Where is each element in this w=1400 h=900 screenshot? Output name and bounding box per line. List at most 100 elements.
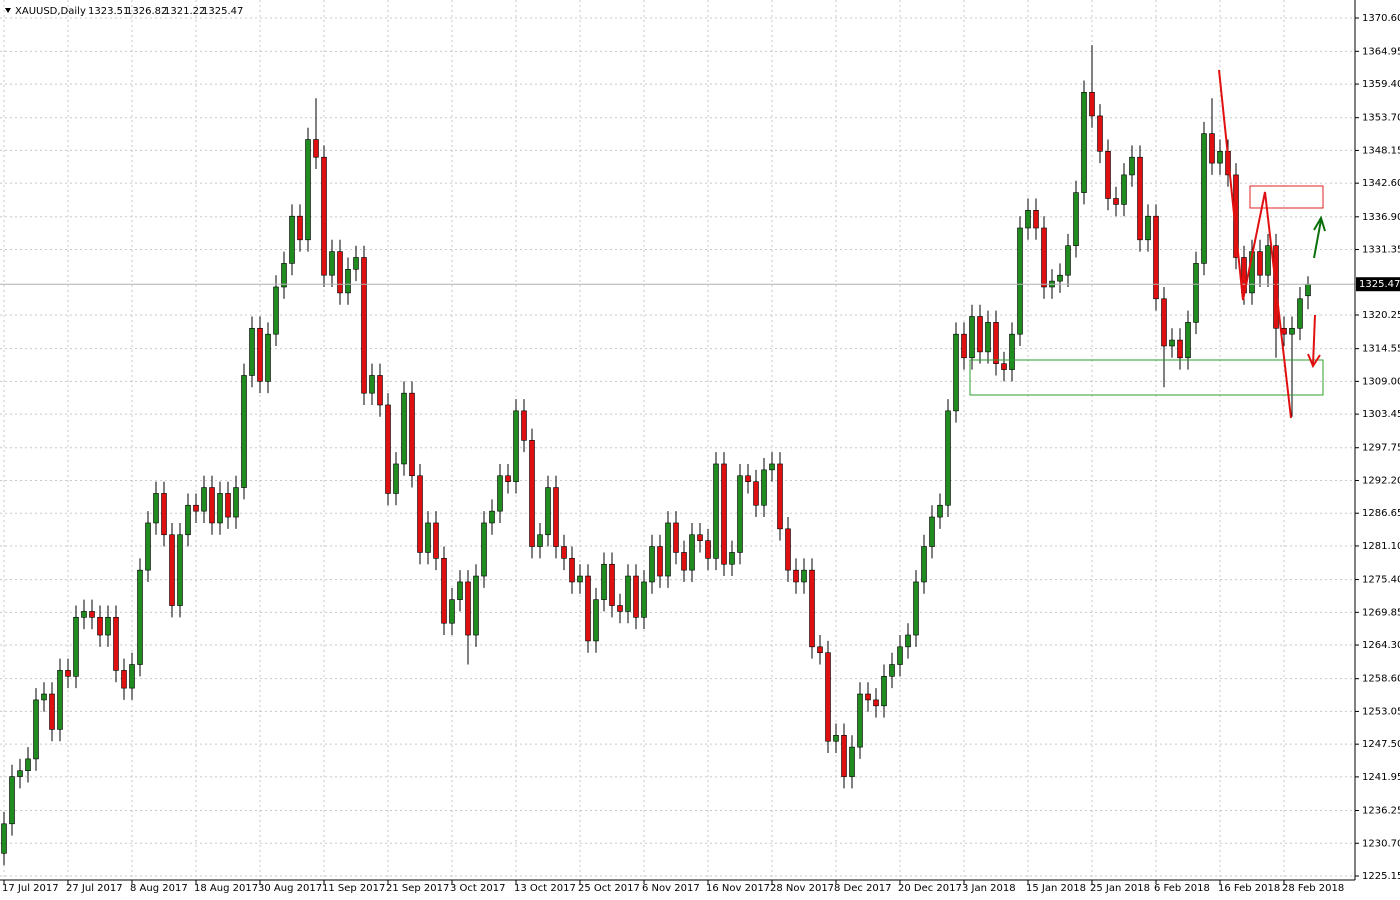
candle-body — [1033, 210, 1039, 229]
candle-body — [569, 558, 575, 583]
candle-body — [977, 316, 983, 353]
candle-body — [401, 392, 407, 465]
candle-body — [593, 599, 599, 642]
candle-body — [1185, 322, 1191, 359]
candle-body — [1041, 227, 1047, 288]
y-tick-label: 1297.75 — [1362, 443, 1400, 454]
candle-body — [337, 251, 343, 294]
candle-body — [1089, 92, 1095, 117]
candle-body — [9, 776, 15, 825]
candle-body — [537, 534, 543, 547]
candle-body — [1097, 115, 1103, 152]
axis-labels: 1370.60 1364.95 1359.40 1353.70 1348.15 1342.… — [2, 13, 1400, 894]
candle-body — [945, 410, 951, 506]
candle-body — [17, 770, 23, 777]
candle-body — [841, 735, 847, 777]
x-tick-label: 13 Oct 2017 — [514, 883, 576, 894]
candle-body — [657, 546, 663, 577]
candle-body — [601, 563, 607, 600]
candle-body — [289, 215, 295, 264]
candle-body — [729, 552, 735, 565]
candle-body — [353, 257, 359, 270]
y-tick-label: 1314.55 — [1362, 344, 1400, 355]
y-tick-label: 1331.35 — [1362, 245, 1400, 256]
candle-body — [1113, 198, 1119, 205]
candle-body — [385, 404, 391, 494]
y-tick-label: 1353.70 — [1362, 113, 1400, 124]
candle-body — [281, 263, 287, 288]
candle-body — [521, 410, 527, 441]
candle-body — [305, 139, 311, 241]
x-tick-label: 27 Jul 2017 — [66, 883, 123, 894]
candle-body — [577, 575, 583, 583]
candle-body — [185, 504, 191, 536]
candle-body — [425, 522, 431, 553]
candle-body — [689, 534, 695, 571]
candle-body — [265, 333, 271, 382]
candle-body — [929, 516, 935, 547]
y-tick-label: 1286.65 — [1362, 508, 1400, 519]
candle-body — [897, 646, 903, 665]
candle-body — [1209, 133, 1215, 164]
candle-body — [1009, 333, 1015, 370]
y-tick-label: 1264.30 — [1362, 640, 1400, 651]
candle-body — [489, 510, 495, 524]
candle-body — [673, 522, 679, 553]
candle-body — [961, 333, 967, 359]
candle-body — [1105, 151, 1111, 199]
x-tick-label: 21 Sep 2017 — [386, 883, 449, 894]
candle-body — [129, 664, 135, 689]
price-tag-label: 1325.47 — [1359, 279, 1400, 290]
candle-body — [777, 463, 783, 530]
y-tick-label: 1342.60 — [1362, 178, 1400, 189]
candle-body — [713, 463, 719, 559]
candle-body — [721, 463, 727, 565]
candle-body — [865, 693, 871, 701]
candle-body — [241, 375, 247, 488]
open: 1323.51 — [88, 6, 129, 17]
candle-body — [529, 440, 535, 547]
candle-body — [793, 569, 799, 583]
y-tick-label: 1370.60 — [1362, 13, 1400, 24]
candle-body — [873, 699, 879, 707]
candle-body — [825, 652, 831, 742]
candle-body — [705, 540, 711, 559]
candle-body — [65, 670, 71, 677]
candle-body — [1137, 156, 1143, 241]
candle-body — [137, 569, 143, 665]
candle-body — [233, 487, 239, 518]
x-tick-label: 16 Nov 2017 — [706, 883, 770, 894]
candle-body — [953, 333, 959, 412]
x-tick-label: 30 Aug 2017 — [258, 883, 322, 894]
x-tick-label: 18 Aug 2017 — [194, 883, 258, 894]
candle-body — [817, 646, 823, 654]
grid — [0, 0, 1355, 880]
y-tick-label: 1336.90 — [1362, 212, 1400, 223]
candle-body — [753, 481, 759, 506]
x-tick-label: 11 Sep 2017 — [322, 883, 385, 894]
candle-body — [849, 746, 855, 777]
candle-body — [249, 327, 255, 376]
price-tag — [1356, 277, 1400, 292]
y-tick-label: 1230.70 — [1362, 838, 1400, 849]
candle-body — [49, 693, 55, 730]
candle-body — [1177, 339, 1183, 359]
candle-body — [1073, 192, 1079, 246]
candle-body — [1057, 274, 1063, 282]
annotations — [969, 69, 1326, 419]
candle-body — [361, 257, 367, 394]
candle-body — [457, 581, 463, 600]
x-tick-label: 6 Nov 2017 — [642, 883, 700, 894]
x-tick-label: 25 Jan 2018 — [1090, 883, 1150, 894]
resistance-zone — [1249, 185, 1324, 209]
y-tick-label: 1247.50 — [1362, 739, 1400, 750]
candle-body — [393, 463, 399, 494]
candle-body — [625, 575, 631, 612]
candle-body — [481, 522, 487, 577]
candle-body — [345, 268, 351, 294]
candle-body — [449, 599, 455, 624]
candle-body — [313, 139, 319, 158]
candle-body — [585, 575, 591, 642]
candle-body — [113, 617, 119, 671]
